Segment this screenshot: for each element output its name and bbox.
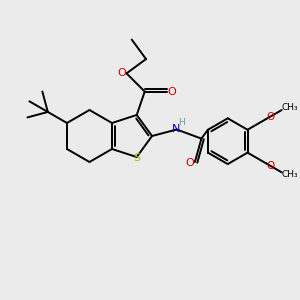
Text: O: O [266, 161, 275, 171]
Text: O: O [167, 87, 176, 97]
Text: CH₃: CH₃ [281, 103, 298, 112]
Text: O: O [185, 158, 194, 168]
Text: H: H [178, 118, 185, 127]
Text: CH₃: CH₃ [281, 170, 298, 179]
Text: O: O [266, 112, 275, 122]
Text: N: N [172, 124, 180, 134]
Text: S: S [133, 153, 140, 163]
Text: O: O [117, 68, 126, 78]
